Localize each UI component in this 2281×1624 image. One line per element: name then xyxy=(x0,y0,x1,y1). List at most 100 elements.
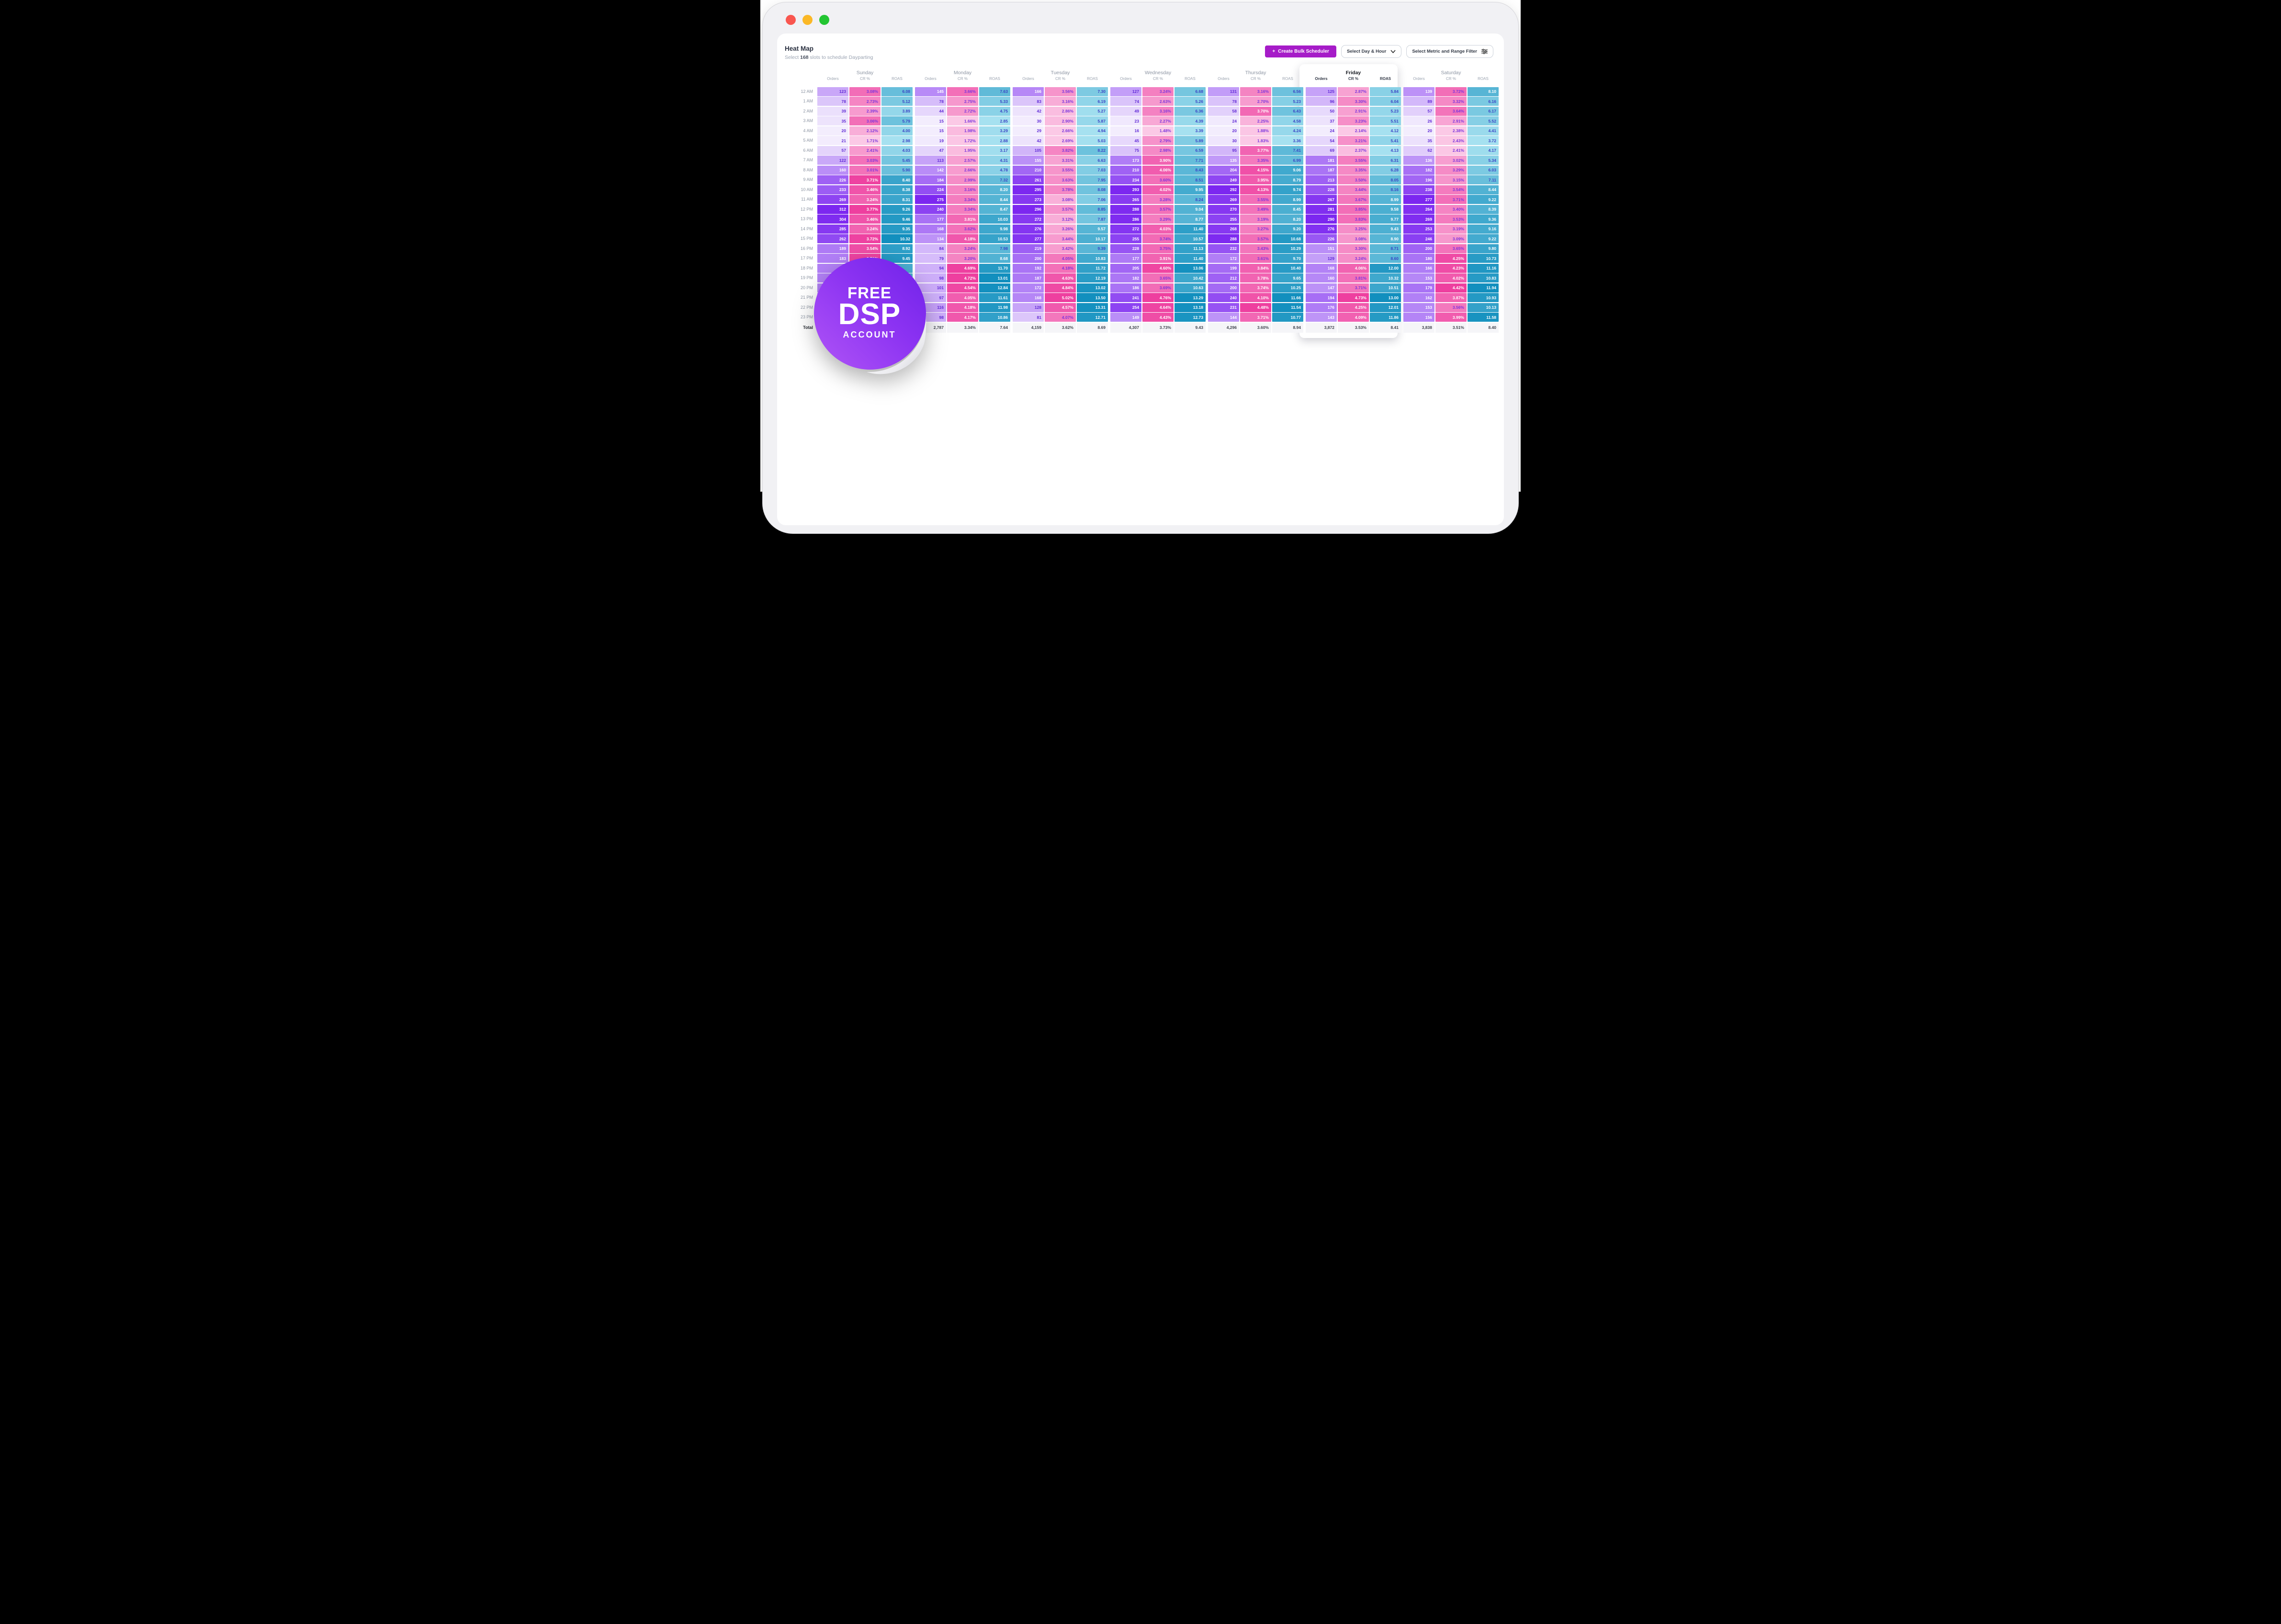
heatmap-cell[interactable]: 2.73% xyxy=(849,97,881,106)
heatmap-cell[interactable]: 187 xyxy=(1013,273,1044,282)
heatmap-cell[interactable]: 180 xyxy=(1403,254,1434,263)
heatmap-cell[interactable]: 176 xyxy=(1306,303,1337,312)
heatmap-cell[interactable]: 78 xyxy=(1208,97,1239,106)
heatmap-cell[interactable]: 199 xyxy=(1208,263,1239,273)
heatmap-cell[interactable]: 3.09% xyxy=(1435,234,1467,243)
heatmap-cell[interactable]: 11.58 xyxy=(1468,313,1499,322)
heatmap-cell[interactable]: 4.17% xyxy=(947,313,978,322)
heatmap-cell[interactable]: 3.54% xyxy=(1435,185,1467,194)
heatmap-cell[interactable]: 276 xyxy=(1013,224,1044,234)
heatmap-cell[interactable]: 4.54% xyxy=(947,283,978,293)
heatmap-cell[interactable]: 10.57 xyxy=(1174,234,1206,243)
heatmap-cell[interactable]: 2.86% xyxy=(1045,106,1076,116)
heatmap-cell[interactable]: 3.44% xyxy=(1338,185,1369,194)
heatmap-cell[interactable]: 136 xyxy=(1403,156,1434,165)
heatmap-cell[interactable]: 3.71% xyxy=(1435,195,1467,204)
heatmap-cell[interactable]: 181 xyxy=(1306,156,1337,165)
heatmap-cell[interactable]: 8.10 xyxy=(1468,87,1499,96)
heatmap-cell[interactable]: 2.91% xyxy=(1435,116,1467,125)
close-window-button[interactable] xyxy=(786,15,796,25)
heatmap-cell[interactable]: 3.84% xyxy=(1240,263,1271,273)
heatmap-cell[interactable]: 3.16% xyxy=(1240,87,1271,96)
heatmap-cell[interactable]: 3.66% xyxy=(947,87,978,96)
heatmap-cell[interactable]: 200 xyxy=(1208,283,1239,293)
heatmap-cell[interactable]: 113 xyxy=(915,156,946,165)
heatmap-cell[interactable]: 5.45 xyxy=(881,156,913,165)
heatmap-cell[interactable]: 30 xyxy=(1208,136,1239,145)
heatmap-cell[interactable]: 234 xyxy=(1110,175,1141,184)
heatmap-cell[interactable]: 2.41% xyxy=(1435,146,1467,155)
heatmap-cell[interactable]: 8.08 xyxy=(1077,185,1108,194)
heatmap-cell[interactable]: 288 xyxy=(1208,234,1239,243)
heatmap-cell[interactable]: 10.42 xyxy=(1174,273,1206,282)
heatmap-cell[interactable]: 269 xyxy=(1208,195,1239,204)
heatmap-cell[interactable]: 78 xyxy=(915,97,946,106)
heatmap-cell[interactable]: 8.71 xyxy=(1370,244,1401,253)
heatmap-cell[interactable]: 151 xyxy=(1306,244,1337,253)
heatmap-cell[interactable]: 3.70% xyxy=(1240,106,1271,116)
heatmap-cell[interactable]: 147 xyxy=(1306,283,1337,293)
heatmap-cell[interactable]: 74 xyxy=(1110,97,1141,106)
heatmap-cell[interactable]: 4.10% xyxy=(1240,293,1271,302)
heatmap-cell[interactable]: 83 xyxy=(1013,97,1044,106)
heatmap-cell[interactable]: 232 xyxy=(1208,244,1239,253)
heatmap-cell[interactable]: 54 xyxy=(1306,136,1337,145)
heatmap-cell[interactable]: 3.69% xyxy=(1142,283,1174,293)
heatmap-cell[interactable]: 49 xyxy=(1110,106,1141,116)
heatmap-cell[interactable]: 3.24% xyxy=(1142,87,1174,96)
heatmap-cell[interactable]: 210 xyxy=(1013,165,1044,175)
heatmap-cell[interactable]: 1.66% xyxy=(947,116,978,125)
heatmap-cell[interactable]: 262 xyxy=(817,234,848,243)
heatmap-cell[interactable]: 12.73 xyxy=(1174,313,1206,322)
heatmap-cell[interactable]: 5.12 xyxy=(881,97,913,106)
heatmap-cell[interactable]: 6.19 xyxy=(1077,97,1108,106)
heatmap-cell[interactable]: 295 xyxy=(1013,185,1044,194)
heatmap-cell[interactable]: 273 xyxy=(1013,195,1044,204)
heatmap-cell[interactable]: 168 xyxy=(1013,293,1044,302)
heatmap-cell[interactable]: 2.91% xyxy=(1338,106,1369,116)
heatmap-cell[interactable]: 2.27% xyxy=(1142,116,1174,125)
heatmap-cell[interactable]: 11.66 xyxy=(1272,293,1303,302)
heatmap-cell[interactable]: 8.31 xyxy=(881,195,913,204)
heatmap-cell[interactable]: 296 xyxy=(1013,204,1044,214)
heatmap-cell[interactable]: 293 xyxy=(1110,185,1141,194)
heatmap-cell[interactable]: 8.24 xyxy=(1174,195,1206,204)
heatmap-cell[interactable]: 3.57% xyxy=(1240,234,1271,243)
heatmap-cell[interactable]: 265 xyxy=(1110,195,1141,204)
heatmap-cell[interactable]: 8.68 xyxy=(979,254,1010,263)
heatmap-cell[interactable]: 3.50% xyxy=(1338,175,1369,184)
heatmap-cell[interactable]: 10.32 xyxy=(881,234,913,243)
heatmap-cell[interactable]: 29 xyxy=(1013,126,1044,135)
heatmap-cell[interactable]: 9.57 xyxy=(1077,224,1108,234)
heatmap-cell[interactable]: 9.06 xyxy=(1272,165,1303,175)
heatmap-cell[interactable]: 3.85% xyxy=(1338,204,1369,214)
heatmap-cell[interactable]: 5.52 xyxy=(1468,116,1499,125)
heatmap-cell[interactable]: 45 xyxy=(1110,136,1141,145)
heatmap-cell[interactable]: 139 xyxy=(1403,87,1434,96)
heatmap-cell[interactable]: 3.78% xyxy=(1240,273,1271,282)
heatmap-cell[interactable]: 184 xyxy=(915,175,946,184)
heatmap-cell[interactable]: 149 xyxy=(1110,313,1141,322)
heatmap-cell[interactable]: 8.20 xyxy=(979,185,1010,194)
heatmap-cell[interactable]: 8.22 xyxy=(1077,146,1108,155)
heatmap-cell[interactable]: 213 xyxy=(1306,175,1337,184)
heatmap-cell[interactable]: 7.32 xyxy=(979,175,1010,184)
heatmap-cell[interactable]: 144 xyxy=(1208,313,1239,322)
heatmap-cell[interactable]: 9.74 xyxy=(1272,185,1303,194)
heatmap-cell[interactable]: 292 xyxy=(1208,185,1239,194)
heatmap-cell[interactable]: 253 xyxy=(1403,224,1434,234)
heatmap-cell[interactable]: 2.43% xyxy=(1435,136,1467,145)
heatmap-cell[interactable]: 4.94 xyxy=(1077,126,1108,135)
heatmap-cell[interactable]: 7.87 xyxy=(1077,214,1108,224)
heatmap-cell[interactable]: 5.51 xyxy=(1370,116,1401,125)
heatmap-cell[interactable]: 5.23 xyxy=(1272,97,1303,106)
heatmap-cell[interactable]: 4.18% xyxy=(947,234,978,243)
heatmap-cell[interactable]: 277 xyxy=(1013,234,1044,243)
heatmap-cell[interactable]: 6.08 xyxy=(881,87,913,96)
heatmap-cell[interactable]: 4.06% xyxy=(1338,263,1369,273)
heatmap-cell[interactable]: 12.01 xyxy=(1370,303,1401,312)
heatmap-cell[interactable]: 13.31 xyxy=(1077,303,1108,312)
heatmap-cell[interactable]: 3.75% xyxy=(1142,244,1174,253)
heatmap-cell[interactable]: 10.68 xyxy=(1272,234,1303,243)
heatmap-cell[interactable]: 3.29% xyxy=(1435,165,1467,175)
